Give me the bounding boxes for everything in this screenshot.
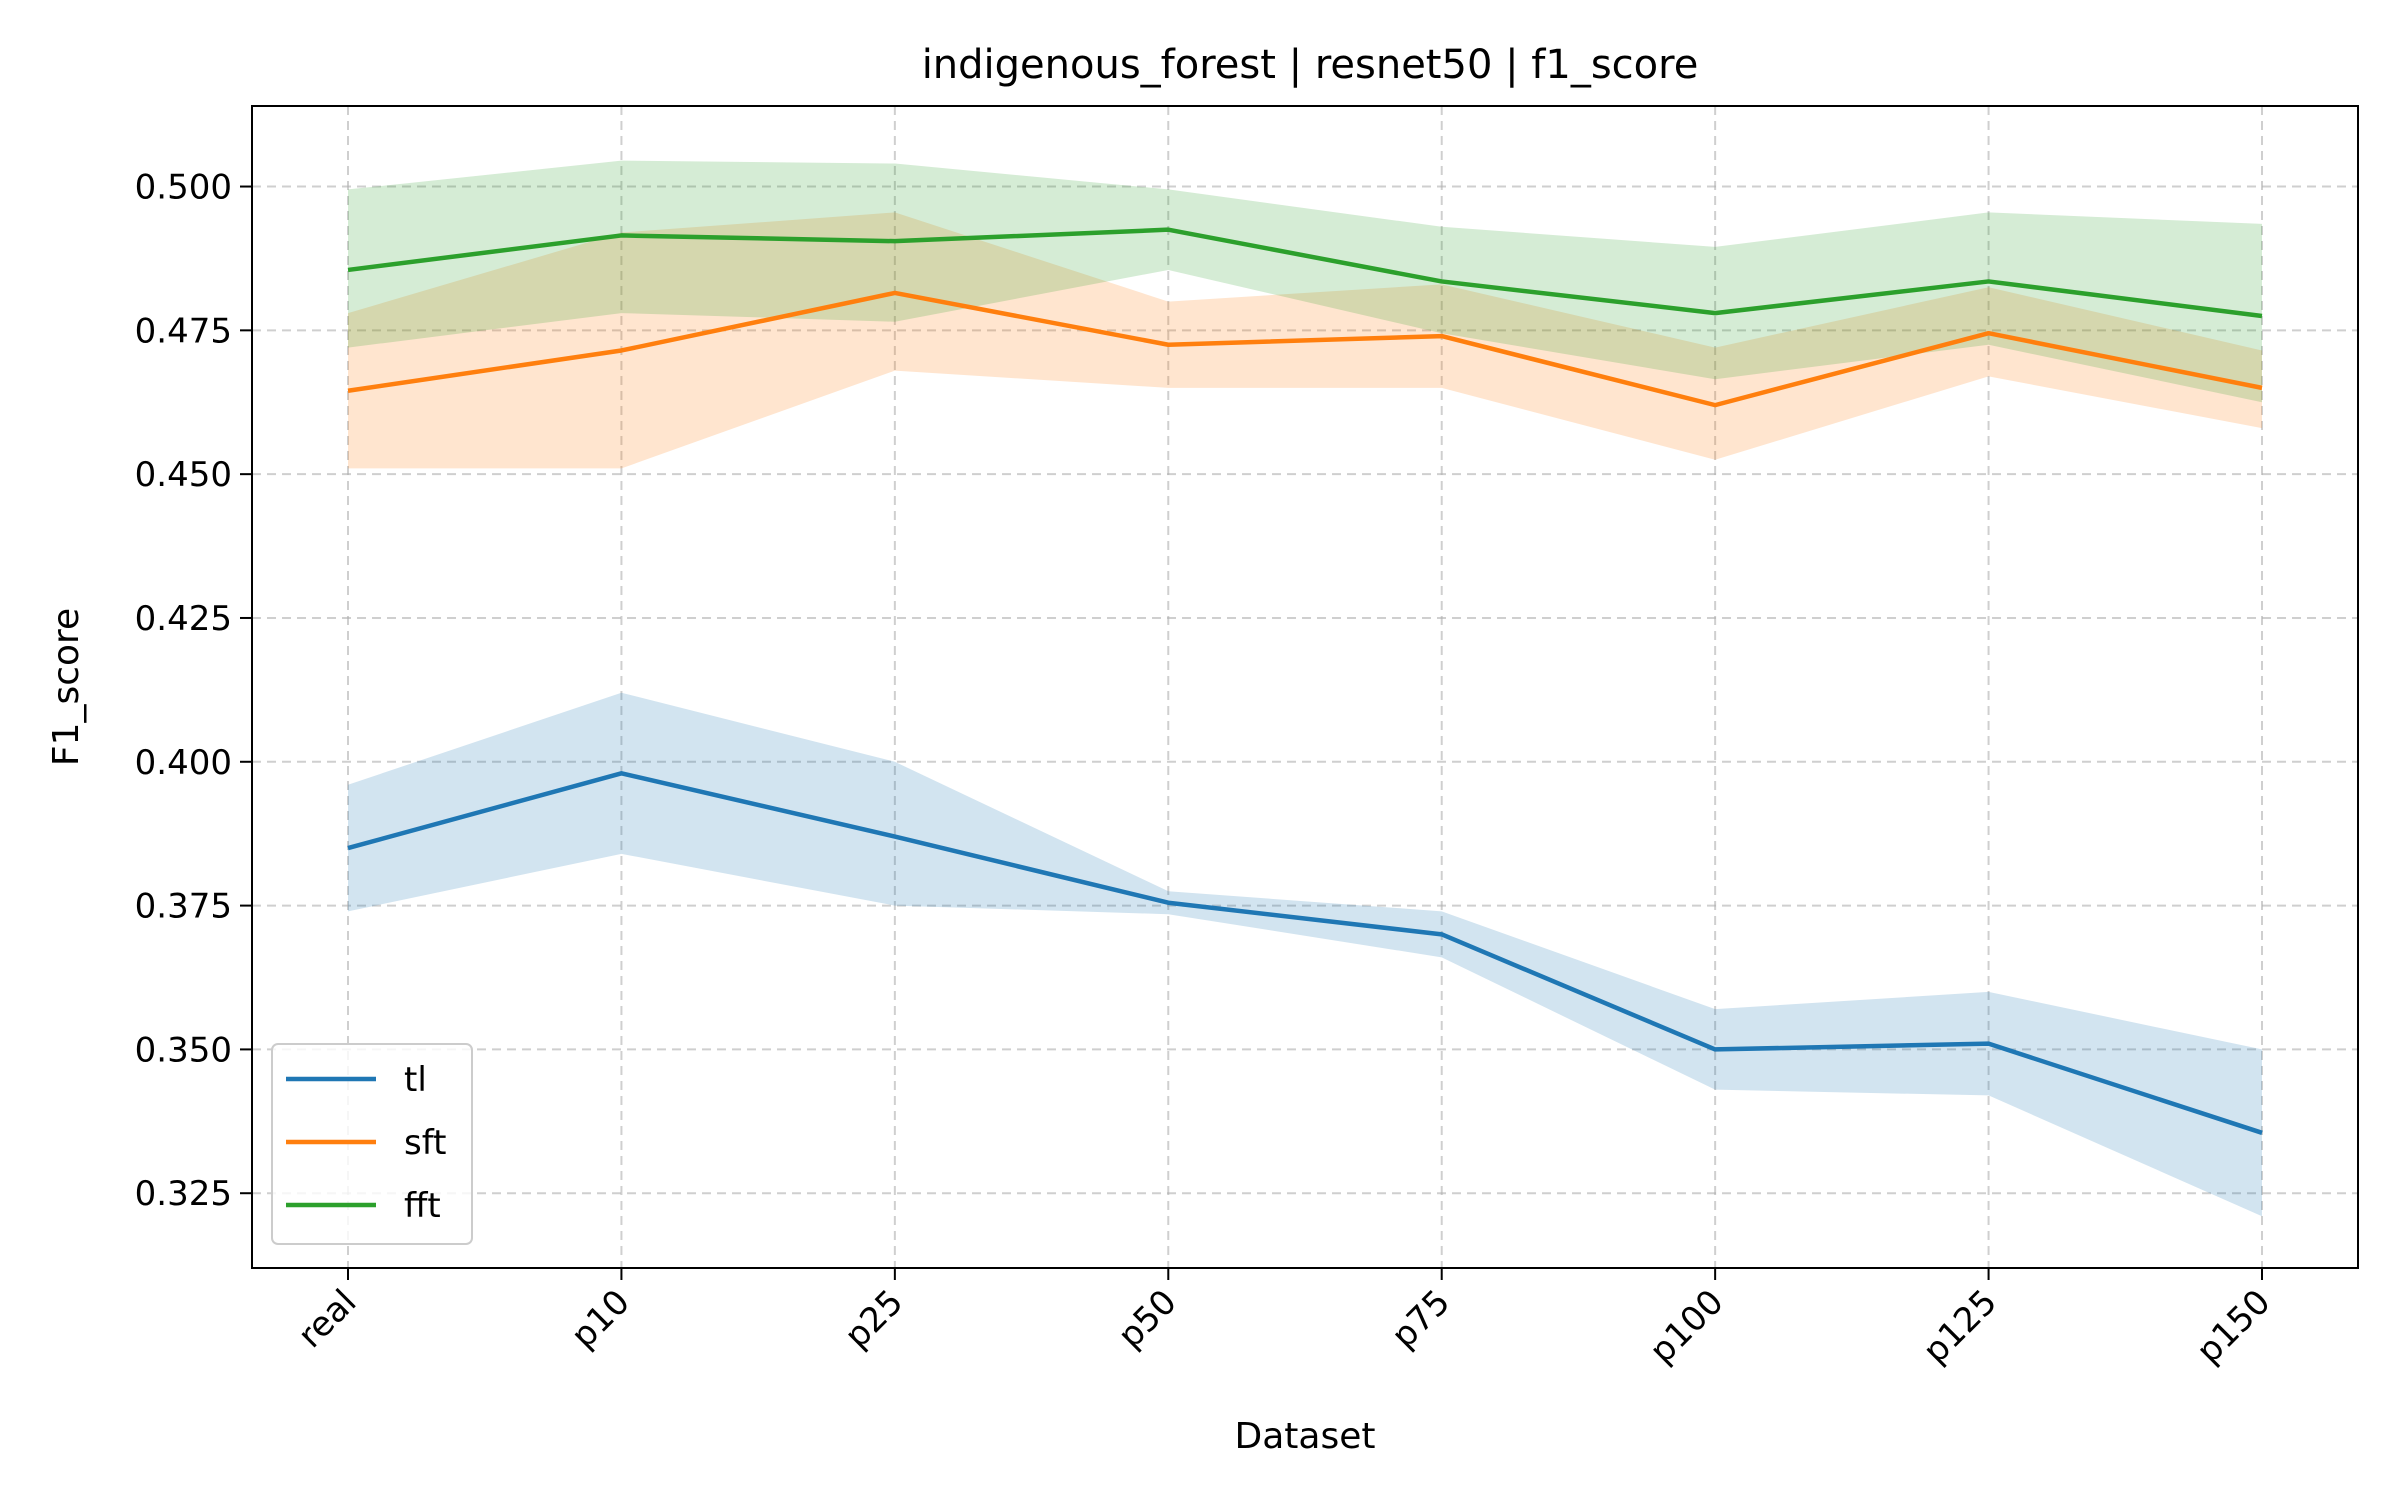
legend-label-tl: tl xyxy=(404,1060,427,1100)
legend-label-fft: fft xyxy=(404,1186,441,1226)
x-tick-label: p150 xyxy=(2189,1282,2278,1371)
series-line-tl xyxy=(347,771,2263,1135)
x-axis-ticks: real p10 p25 p50 p75 p100 p125 p150 xyxy=(291,1268,2278,1372)
y-tick-label: 0.450 xyxy=(135,455,232,495)
plot-area-frame xyxy=(251,105,2359,1269)
series-line-sft xyxy=(347,290,2263,408)
legend: tl sft fft xyxy=(271,1043,473,1245)
band-fft xyxy=(348,160,2262,403)
y-tick-label: 0.425 xyxy=(135,599,232,639)
x-tick-label: p10 xyxy=(564,1282,638,1356)
x-tick-label: p100 xyxy=(1642,1282,1731,1371)
y-tick-label: 0.400 xyxy=(135,743,232,783)
chart-title: indigenous_forest | resnet50 | f1_score xyxy=(922,42,1699,88)
y-tick-label: 0.475 xyxy=(135,311,232,351)
confidence-bands xyxy=(348,160,2262,1217)
x-tick-label: p25 xyxy=(837,1282,911,1356)
x-tick-label: p50 xyxy=(1111,1282,1185,1356)
y-tick-label: 0.375 xyxy=(135,887,232,927)
x-tick-label: p125 xyxy=(1915,1282,2004,1371)
x-axis-label: Dataset xyxy=(1235,1416,1376,1457)
y-axis-ticks: 0.325 0.350 0.375 0.400 0.425 0.450 0.475 0.500 xyxy=(135,168,252,1214)
legend-label-sft: sft xyxy=(404,1123,446,1163)
y-axis-label: F1_score xyxy=(46,608,87,766)
x-tick-label: p75 xyxy=(1384,1282,1458,1356)
series-line-fft xyxy=(347,227,2263,319)
y-tick-label: 0.500 xyxy=(135,168,232,208)
band-tl xyxy=(348,692,2262,1217)
series-lines xyxy=(347,227,2263,1135)
y-tick-label: 0.350 xyxy=(135,1030,232,1070)
x-tick-label: real xyxy=(291,1282,365,1356)
y-tick-label: 0.325 xyxy=(135,1174,232,1214)
